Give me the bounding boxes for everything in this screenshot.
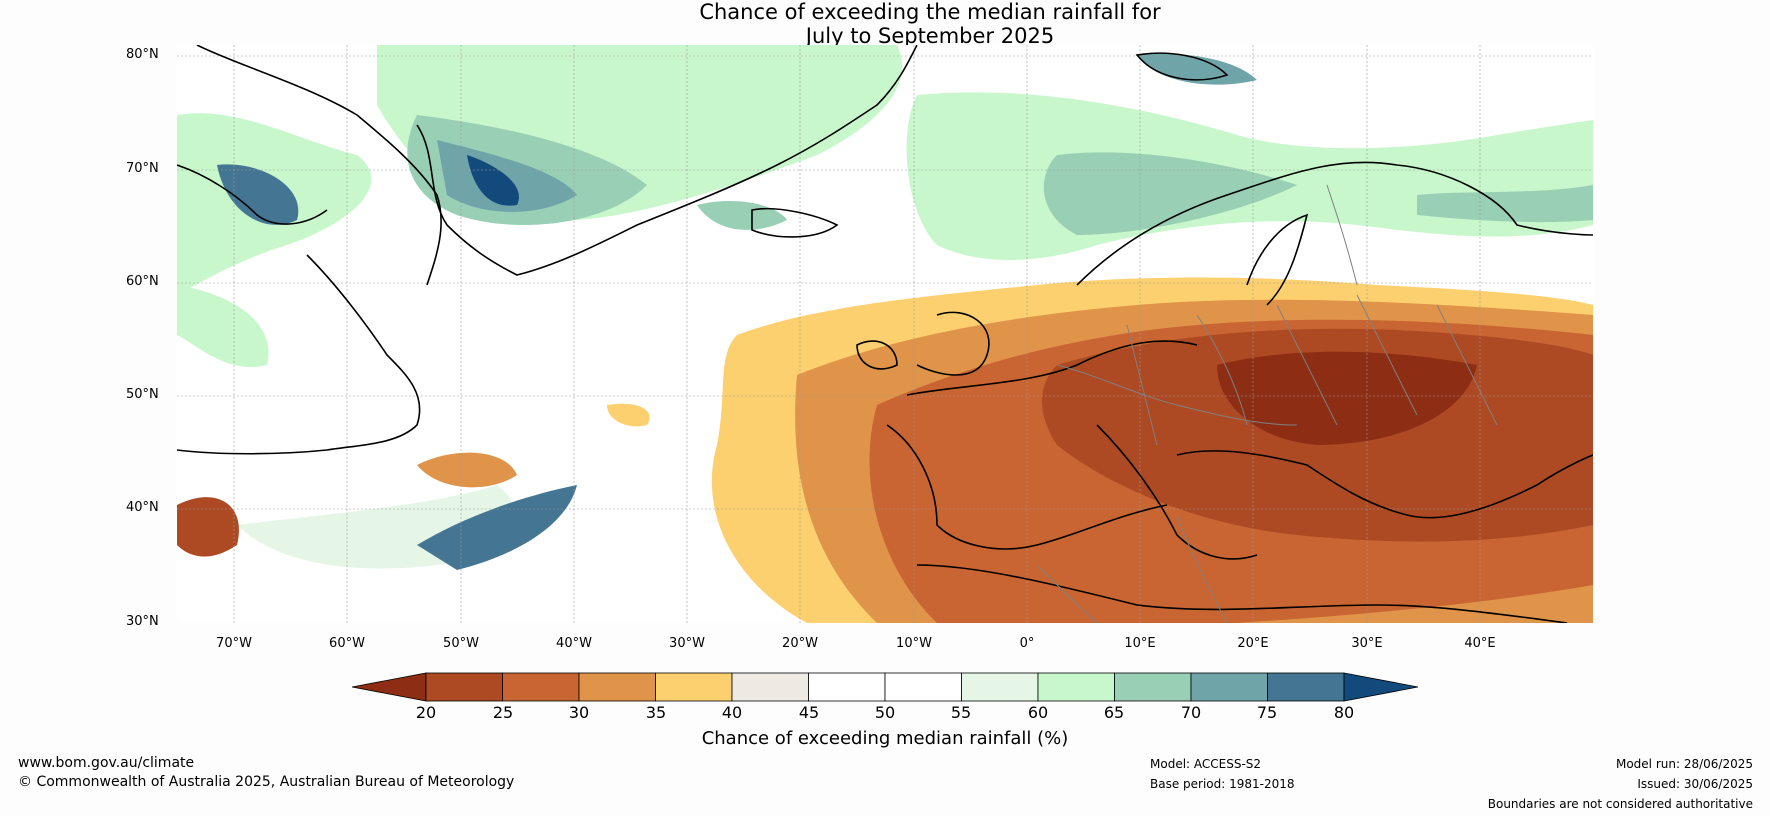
map-title-line1: Chance of exceeding the median rainfall … [699,0,1161,24]
colorbar-tick: 40 [721,703,743,722]
lat-label-60n: 60°N [126,274,159,289]
colorbar-tick: 50 [874,703,896,722]
colorbar-tick: 75 [1256,703,1278,722]
footer-model-run: Model run: 28/06/2025 [1615,757,1753,771]
colorbar [352,672,1418,702]
lon-label-20e: 20°E [1237,636,1269,651]
coastlines [177,45,1593,623]
lon-label-50w: 50°W [443,636,479,651]
colorbar-arrow-high [1343,672,1418,702]
colorbar-segment [884,672,962,702]
country-borders [1036,184,1498,623]
lon-label-30w: 30°W [669,636,705,651]
colorbar-tick: 70 [1180,703,1202,722]
footer-url: www.bom.gov.au/climate [18,755,195,771]
map-title-line2: July to September 2025 [805,24,1055,48]
lon-label-40e: 40°E [1464,636,1496,651]
lon-label-20w: 20°W [782,636,818,651]
colorbar-tick: 65 [1103,703,1125,722]
lat-label-80n: 80°N [126,47,159,62]
colorbar-segment [1114,672,1192,702]
lon-label-30e: 30°E [1351,636,1383,651]
graticule [177,45,1593,623]
colorbar-segment [1037,672,1115,702]
colorbar-tick: 60 [1027,703,1049,722]
lat-label-50n: 50°N [126,387,159,402]
colorbar-tick: 35 [645,703,667,722]
footer-base-period: Base period: 1981-2018 [1150,777,1295,791]
footer-disclaimer: Boundaries are not considered authoritat… [1487,797,1753,811]
map-title: Chance of exceeding the median rainfall … [500,0,1360,48]
lat-label-40n: 40°N [126,500,159,515]
colorbar-tick: 55 [950,703,972,722]
colorbar-segment [961,672,1039,702]
lat-label-70n: 70°N [126,161,159,176]
colorbar-segment [808,672,886,702]
lat-label-30n: 30°N [126,614,159,629]
footer-issued: Issued: 30/06/2025 [1637,777,1753,791]
lon-label-10w: 10°W [896,636,932,651]
footer-model: Model: ACCESS-S2 [1150,757,1262,771]
colorbar-segment [1190,672,1268,702]
below-median-shading [177,277,1593,623]
lon-label-60w: 60°W [329,636,365,651]
footer-copyright: © Commonwealth of Australia 2025, Austra… [18,774,515,790]
colorbar-segment [1267,672,1345,702]
lon-label-0: 0° [1019,636,1035,651]
lon-label-40w: 40°W [556,636,592,651]
colorbar-label: Chance of exceeding median rainfall (%) [701,728,1069,749]
colorbar-tick: 45 [798,703,820,722]
rainfall-map [177,45,1593,623]
colorbar-segment [655,672,733,702]
colorbar-segment [425,672,503,702]
colorbar-segment [731,672,809,702]
colorbar-tick: 25 [492,703,514,722]
colorbar-segment [578,672,656,702]
lon-label-10e: 10°E [1124,636,1156,651]
colorbar-tick: 80 [1333,703,1355,722]
colorbar-arrow-low [352,672,427,702]
lon-label-70w: 70°W [216,636,252,651]
colorbar-tick: 20 [415,703,437,722]
colorbar-segment [502,672,580,702]
colorbar-tick: 30 [568,703,590,722]
